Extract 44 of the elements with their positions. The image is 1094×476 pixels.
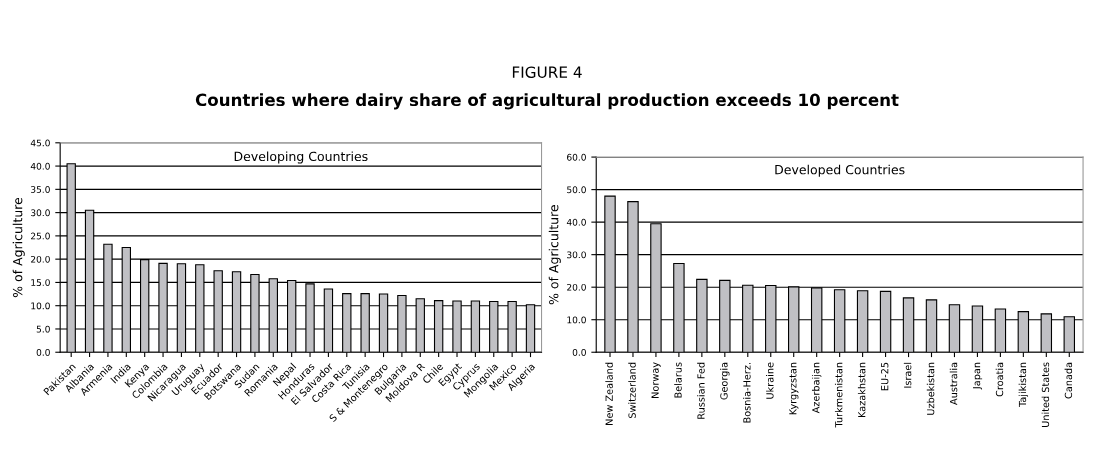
y-tick-label: 60.0 [567, 153, 586, 161]
x-tick-label: Norway [651, 362, 661, 398]
x-tick-label: Australia [949, 362, 958, 405]
x-tick-label: Russian Fed [697, 362, 705, 419]
x-tick-label: Kyrgyzstan [789, 362, 799, 415]
y-tick-label: 30.0 [31, 209, 50, 217]
y-tick-label: 50.0 [567, 186, 586, 194]
y-tick-label: 40.0 [30, 162, 50, 170]
x-tick-label: Azerbaijan [811, 362, 822, 414]
x-tick-label: Canada [1064, 362, 1073, 399]
y-tick-label: 45.0 [30, 139, 50, 147]
y-tick-label: 5.0 [36, 325, 50, 333]
y-tick-label: 0.0 [572, 348, 586, 356]
x-tick-label: Switzerland [628, 362, 636, 419]
x-tick-label: EU-25 [881, 362, 889, 391]
text: Countries where dairy share of agricultural production exceeds 10 percent [195, 93, 899, 110]
x-tick-label: Tajikistan [1018, 362, 1029, 408]
x-tick-label: Belarus [674, 362, 682, 398]
x-tick-label: Georgia [720, 362, 730, 400]
y-tick-label: 35.0 [31, 186, 50, 193]
y-tick-label: 10.0 [31, 302, 50, 310]
x-tick-label: Israel [903, 362, 912, 388]
y-tick-label: 10.0 [567, 316, 586, 324]
x-tick-label: Uzbekistan [926, 362, 935, 415]
y-axis-title: % of Agriculture [12, 197, 25, 298]
x-tick-label: Turkmenistan [834, 362, 843, 428]
x-tick-label: Bosnia-Herz. [743, 363, 751, 423]
text: Developing Countries [234, 151, 368, 164]
y-tick-label: 0.0 [36, 348, 50, 356]
y-tick-label: 15.0 [31, 279, 50, 286]
y-axis-title: % of Agriculture [548, 205, 561, 305]
y-tick-label: 25.0 [31, 232, 50, 240]
x-tick-label: United States [1041, 362, 1050, 427]
y-tick-label: 40.0 [566, 218, 586, 226]
x-tick-label: New Zealand [605, 362, 613, 425]
y-tick-label: 20.0 [31, 255, 50, 263]
x-tick-label: Ukraine [766, 362, 774, 399]
x-tick-label: Croatia [995, 362, 1004, 397]
y-tick-label: 20.0 [567, 283, 586, 291]
text: Developed Countries [775, 164, 905, 177]
caption: FIGURE 4 [512, 66, 582, 78]
x-tick-label: Kazakhstan [857, 362, 866, 418]
y-tick-label: 30.0 [567, 251, 586, 259]
x-tick-label: Japan [973, 362, 983, 390]
